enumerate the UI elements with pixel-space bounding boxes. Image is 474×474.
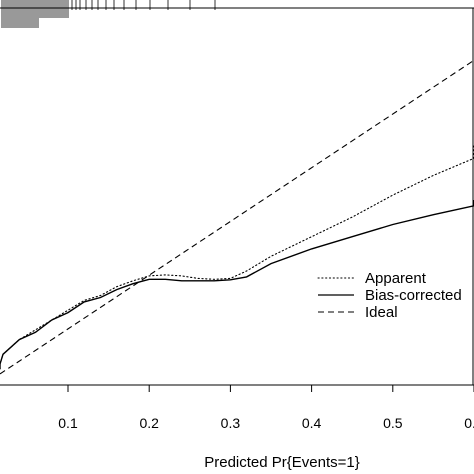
series-line-bias-corrected — [0, 200, 474, 369]
legend-label-apparent: Apparent — [365, 270, 427, 287]
x-tick-label: 0.3 — [221, 415, 241, 431]
series-lines — [0, 59, 474, 375]
legend: Apparent Bias-corrected Ideal — [317, 270, 462, 321]
rug-marks — [1, 0, 216, 28]
plot-frame — [0, 7, 474, 386]
x-axis: 0.1 0.2 0.3 0.4 0.5 0.6 — [58, 385, 474, 431]
x-tick-label: 0.6 — [464, 415, 474, 431]
x-tick-label: 0.1 — [58, 415, 78, 431]
x-tick-label: 0.2 — [139, 415, 159, 431]
x-tick-label: 0.4 — [302, 415, 322, 431]
legend-label-bias-corrected: Bias-corrected — [365, 287, 462, 304]
series-line-ideal — [0, 59, 474, 375]
legend-label-ideal: Ideal — [365, 304, 398, 321]
series-line-apparent — [0, 145, 474, 370]
x-axis-title: Predicted Pr{Events=1} — [204, 454, 360, 471]
x-tick-label: 0.5 — [383, 415, 403, 431]
